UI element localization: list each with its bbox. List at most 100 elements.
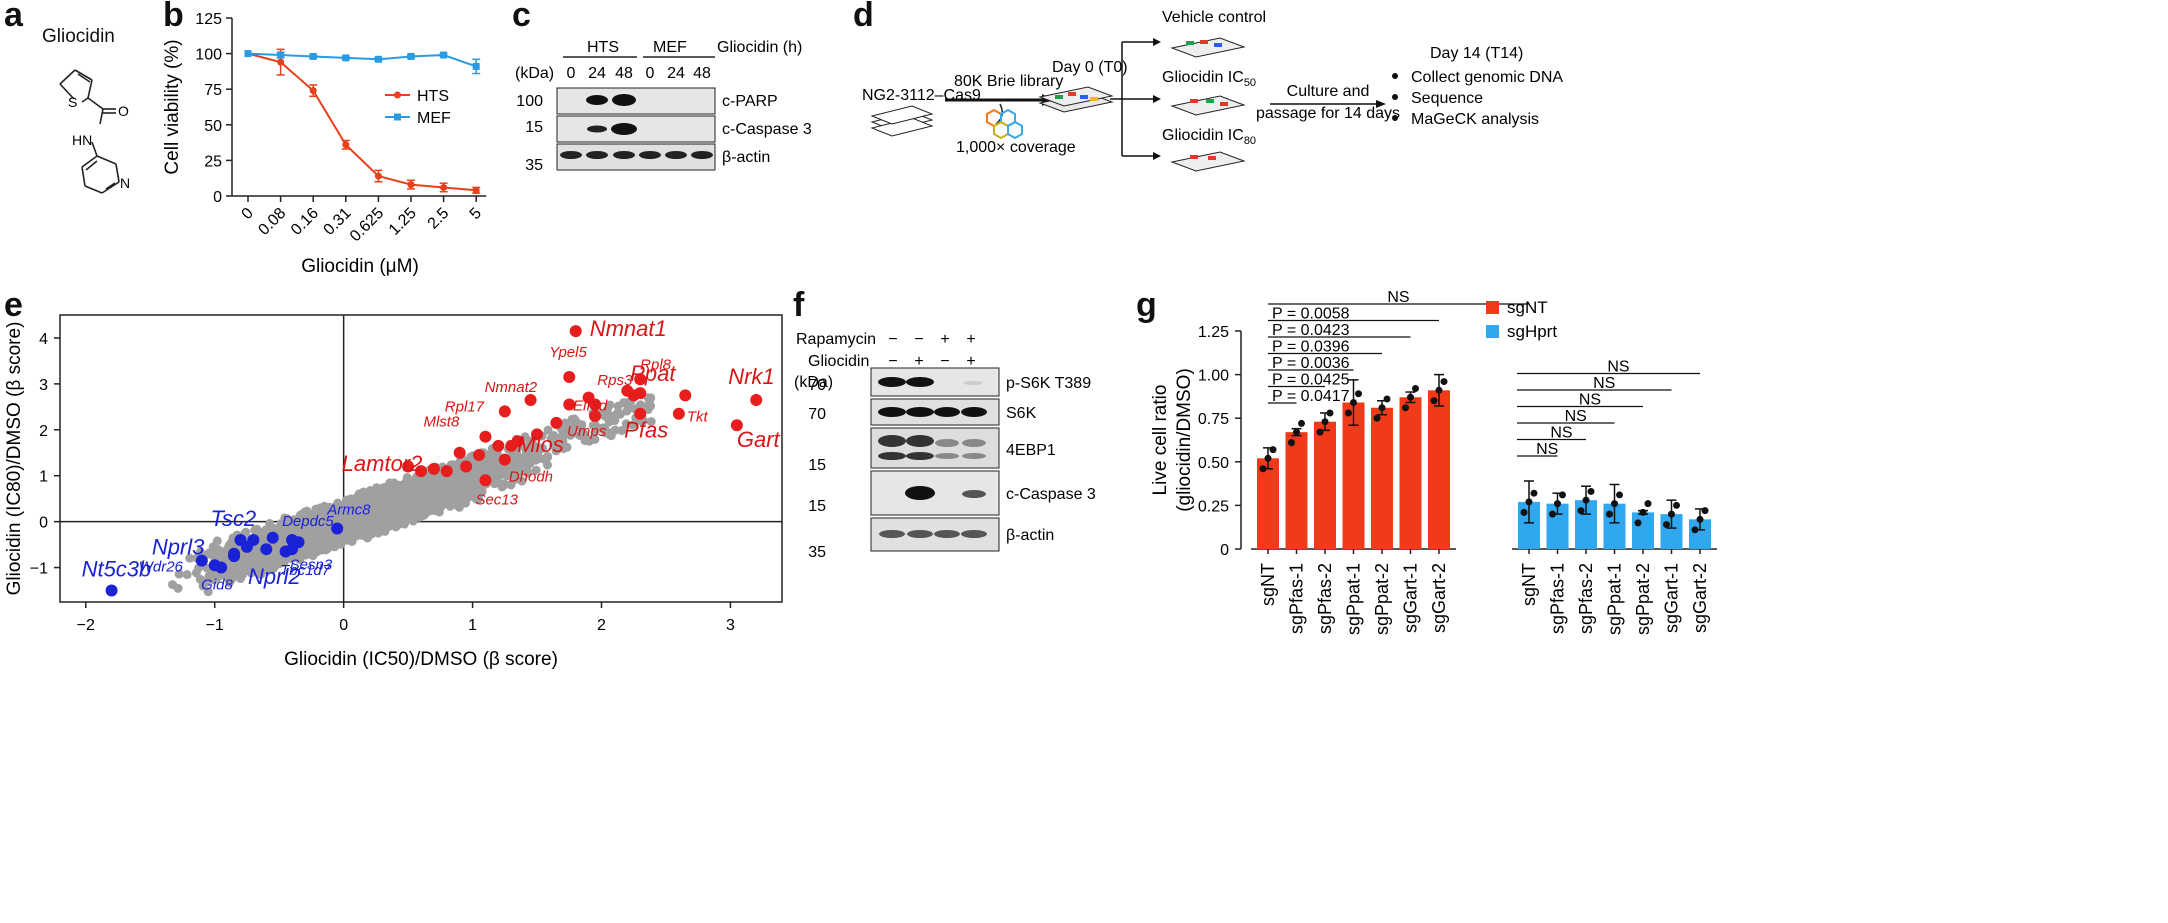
enriched-gene-point [750, 393, 763, 406]
replicate-dot [1293, 428, 1300, 436]
background-gene-point [452, 467, 462, 477]
enriched-gene-point [531, 428, 544, 441]
background-gene-point [212, 547, 222, 557]
enriched-gene-point [479, 430, 492, 443]
background-gene-point [330, 515, 340, 525]
y-tick-label: 0 [213, 189, 222, 206]
background-gene-point [531, 465, 541, 475]
bar [1632, 512, 1654, 549]
gliocidin-structure: S O HN N [59, 69, 130, 194]
legend-marker [394, 91, 401, 99]
group-label-hts: HTS [587, 39, 619, 56]
kda-marker: 35 [525, 157, 543, 174]
y-tick-label: 2 [39, 423, 48, 440]
replicate-dot [1616, 491, 1623, 499]
background-gene-point [191, 568, 201, 578]
treatment-name: Rapamycin [796, 331, 876, 348]
significance-label: NS [1536, 441, 1558, 458]
coverage-label: 1,000× coverage [956, 139, 1076, 156]
x-tick-label: 1 [468, 617, 477, 634]
background-gene-point [203, 575, 213, 585]
blot-label: S6K [1006, 405, 1037, 422]
treatment-sign: − [888, 331, 897, 348]
background-gene-point [352, 524, 362, 534]
x-tick-label: 1.25 [386, 205, 420, 239]
depleted-gene-point [286, 543, 299, 556]
depleted-gene-point [195, 554, 208, 567]
treatment-sign: − [940, 353, 949, 370]
y-tick-label: 0.50 [1198, 455, 1229, 472]
enriched-gene-label: Nrk1 [728, 364, 774, 389]
background-gene-point [533, 447, 543, 457]
enriched-gene-label: Nmnat2 [485, 379, 538, 396]
background-gene-point [185, 553, 195, 563]
enriched-gene-label: Lamtor2 [342, 451, 423, 476]
replicate-dot [1326, 409, 1334, 417]
enriched-gene-label: Eif3d [573, 398, 608, 415]
panel-label-g: g [1136, 286, 1157, 324]
background-gene-point [408, 482, 418, 492]
replicate-dot [1259, 465, 1267, 473]
background-gene-point [646, 417, 656, 427]
background-gene-point [351, 510, 361, 520]
enriched-gene-point [634, 373, 647, 386]
background-gene-point [302, 540, 312, 550]
depleted-gene-label: Nprl3 [152, 535, 205, 560]
enriched-gene-point [679, 389, 692, 402]
replicate-dot [1549, 510, 1556, 518]
data-point-mef [472, 62, 480, 70]
y-tick-label: 25 [204, 153, 222, 170]
enriched-gene-point [505, 439, 518, 452]
day14-label: Day 14 (T14) [1430, 45, 1523, 62]
x-tick-label: −1 [206, 617, 224, 634]
replicate-dot [1696, 515, 1704, 523]
atom-hn: HN [72, 132, 92, 148]
data-point-hts [277, 58, 285, 66]
time-header: Gliocidin (h) [717, 39, 802, 56]
depleted-gene-label: Tbc1d7 [280, 562, 331, 579]
x-tick-label: sgPfas-2 [1576, 563, 1596, 634]
x-tick-label: sgGart-1 [1401, 563, 1421, 633]
background-gene-point [389, 487, 399, 497]
kda-marker: 100 [516, 93, 543, 110]
blot-label: β-actin [722, 149, 770, 166]
depleted-gene-label: Nt5c3b [82, 557, 152, 582]
atom-n: N [120, 175, 130, 191]
background-gene-point [567, 414, 577, 424]
x-tick-label: 2 [597, 617, 606, 634]
arm-label: Gliocidin IC80 [1162, 127, 1256, 147]
y-tick-label: 75 [204, 82, 222, 99]
background-genes [168, 390, 656, 597]
blot-strip-actin [556, 143, 716, 171]
depleted-gene-point [234, 534, 247, 547]
timepoint: 24 [667, 65, 685, 82]
enriched-gene-label: Sec13 [475, 491, 518, 508]
legend-label: HTS [417, 88, 449, 105]
depleted-gene-point [215, 561, 228, 574]
background-gene-point [357, 494, 367, 504]
background-gene-point [406, 514, 416, 524]
background-gene-point [646, 401, 656, 411]
atom-o: O [118, 103, 129, 119]
background-gene-point [333, 499, 343, 509]
panel-label-d: d [853, 0, 874, 34]
replicate-dot [1611, 500, 1618, 508]
background-gene-point [636, 400, 646, 410]
y-tick-label: 1.00 [1198, 368, 1229, 385]
significance-label: P = 0.0423 [1272, 322, 1350, 339]
culture-label: passage for 14 days [1256, 105, 1400, 122]
background-gene-point [174, 569, 184, 579]
x-tick-label: sgNT [1519, 563, 1539, 606]
background-gene-point [356, 501, 366, 511]
replicate-dot [1412, 385, 1419, 393]
enriched-gene-point [479, 474, 492, 487]
background-gene-point [275, 559, 285, 569]
enriched-gene-point [460, 460, 473, 473]
data-point-hts [342, 141, 350, 149]
background-gene-point [316, 520, 326, 530]
background-gene-point [168, 580, 178, 590]
treatment-sign: + [966, 353, 975, 370]
bar [1285, 432, 1308, 549]
y-tick-label: −1 [30, 561, 48, 578]
background-gene-point [467, 479, 477, 489]
